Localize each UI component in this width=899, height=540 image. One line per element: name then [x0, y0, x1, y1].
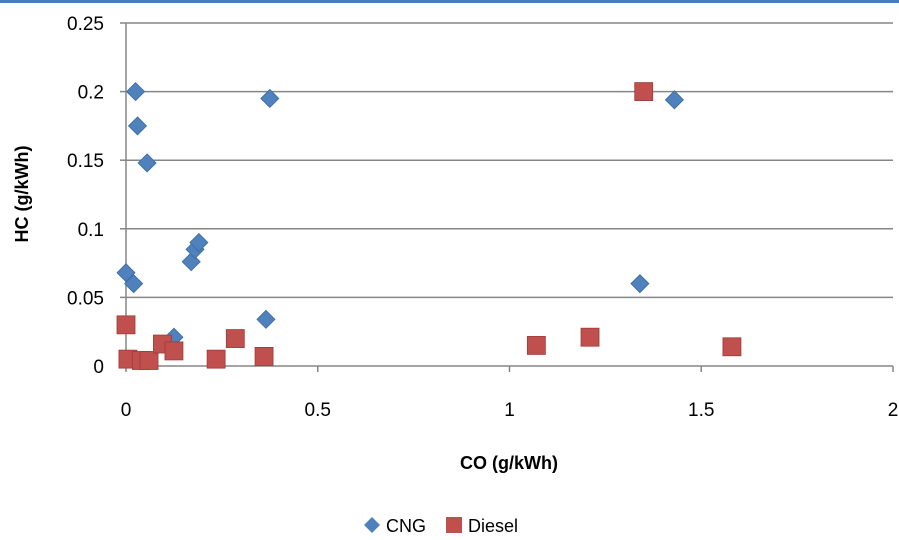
diesel-point: [139, 351, 159, 370]
cng-point: [137, 153, 157, 173]
diesel-point: [225, 329, 245, 348]
x-tick-label: 1.5: [688, 400, 714, 421]
cng-legend-marker: [364, 517, 380, 533]
diesel-point: [526, 336, 546, 355]
cng-point: [260, 88, 280, 109]
diesel-point: [116, 315, 136, 335]
gridlines: [126, 22, 893, 299]
cng-point: [189, 232, 209, 253]
cng-point: [116, 263, 136, 283]
x-tick-label: 2: [888, 400, 899, 421]
diesel-point: [634, 82, 654, 101]
diesel-point: [722, 337, 742, 357]
y-tick-label: 0.2: [78, 83, 104, 104]
cng-point: [630, 274, 650, 294]
cng-point: [664, 90, 684, 110]
data-points: [116, 82, 742, 370]
axes: [120, 22, 894, 372]
y-axis-title: HC (g/kWh): [12, 146, 32, 243]
diesel-legend-label: Diesel: [468, 516, 518, 536]
top-border: [0, 0, 899, 3]
cng-point: [127, 116, 148, 136]
legend: CNG Diesel: [364, 516, 518, 536]
y-tick-label: 0: [93, 357, 104, 378]
diesel-point: [254, 346, 274, 366]
x-tick-label: 1: [504, 400, 515, 421]
diesel-point: [580, 327, 600, 347]
y-tick-label: 0.05: [67, 288, 104, 309]
diesel-legend-marker: [446, 517, 462, 533]
x-tick-label: 0: [121, 400, 132, 421]
cng-legend-label: CNG: [386, 516, 426, 536]
cng-point: [124, 274, 144, 294]
y-tick-labels: 0 0.05 0.1 0.15 0.2 0.25: [67, 14, 104, 378]
x-tick-label: 0.5: [305, 400, 331, 421]
y-tick-label: 0.1: [78, 220, 104, 241]
cng-point: [126, 82, 146, 102]
x-tick-labels: 0 0.5 1 1.5 2: [121, 400, 899, 421]
cng-point: [256, 309, 276, 329]
diesel-point: [164, 341, 184, 361]
y-tick-label: 0.25: [67, 14, 104, 35]
diesel-point: [206, 349, 226, 369]
x-axis-title: CO (g/kWh): [460, 453, 558, 473]
y-tick-label: 0.15: [67, 151, 104, 172]
